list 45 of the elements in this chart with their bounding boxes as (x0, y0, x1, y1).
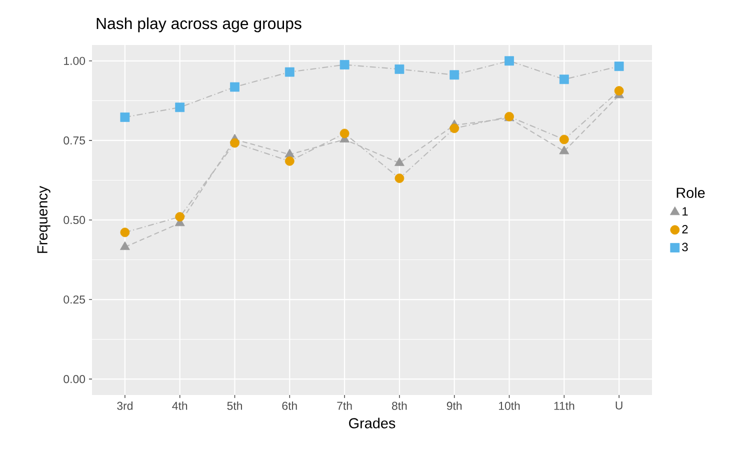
x-tick-label: 6th (282, 402, 297, 410)
point (450, 124, 460, 134)
point (450, 70, 460, 80)
y-axis-title: Frequency (37, 186, 50, 253)
point (394, 64, 404, 74)
point (504, 56, 514, 66)
point (120, 112, 130, 122)
point (120, 241, 130, 250)
y-tick-label: 0.25 (64, 295, 86, 304)
point (559, 74, 569, 84)
point (175, 212, 185, 222)
point (559, 134, 569, 144)
x-tick-label: 11th (554, 402, 574, 410)
x-tick-label: 9th (446, 402, 462, 410)
point (175, 102, 185, 112)
point (394, 174, 404, 183)
y-tick-label: 0.75 (64, 136, 86, 144)
point (230, 138, 240, 148)
x-tick-label: 10th (498, 402, 520, 410)
x-tick-label: U (616, 402, 622, 410)
x-tick-label: 7th (337, 402, 352, 410)
legend-label: 3 (682, 242, 688, 252)
point (394, 157, 404, 166)
x-tick-label: 3rd (117, 402, 132, 410)
point (340, 128, 350, 138)
point (120, 228, 130, 238)
x-tick-label: 5th (227, 402, 242, 410)
chart-title: Nash play across age groups (96, 17, 302, 32)
y-tick-label: 0.00 (64, 375, 86, 384)
point (230, 82, 240, 92)
point (614, 86, 624, 96)
point (284, 67, 294, 77)
x-tick-label: 4th (172, 402, 188, 410)
y-tick-label: 0.50 (64, 216, 86, 224)
legend-title: Role (676, 187, 705, 198)
y-tick-label: 1.00 (64, 56, 86, 65)
legend-label: 1 (682, 207, 688, 216)
legend-label: 2 (682, 224, 688, 234)
point (559, 146, 570, 154)
point (284, 148, 295, 158)
point (284, 156, 294, 166)
x-tick-label: 8th (392, 402, 407, 410)
x-axis-title: Grades (349, 418, 396, 428)
point (340, 60, 350, 70)
point (614, 62, 624, 72)
